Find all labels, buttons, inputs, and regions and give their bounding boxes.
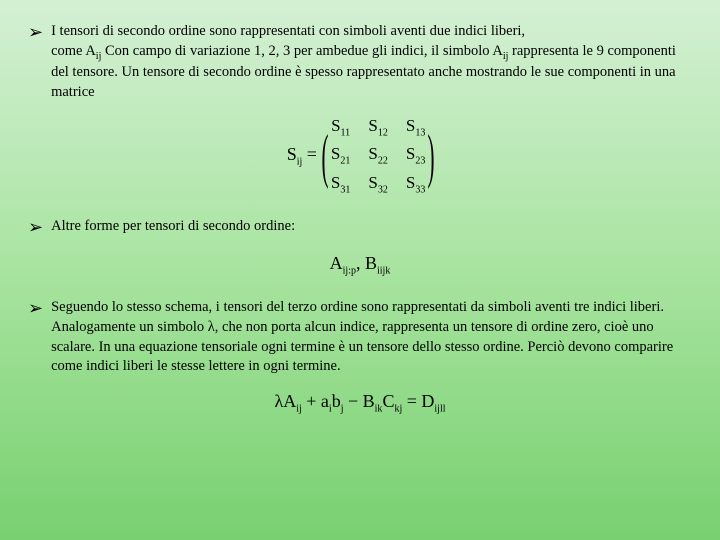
bullet-3: ➢ Seguendo lo stesso schema, i tensori d… <box>28 298 692 376</box>
matrix-grid: S11 S12 S13 S21 S22 S23 S31 S32 S33 <box>331 116 425 195</box>
triangle-bullet-icon: ➢ <box>28 22 43 44</box>
matrix-eq: = <box>302 144 317 164</box>
paren-right-icon: ) <box>428 129 435 183</box>
paren-left-icon: ( <box>321 129 328 183</box>
cell-11: S11 <box>331 116 350 138</box>
bullet-1-line: ➢ I tensori di secondo ordine sono rappr… <box>28 22 692 102</box>
triangle-bullet-icon: ➢ <box>28 217 43 239</box>
matrix-wrap: Sij = ( S11 S12 S13 S21 S22 S23 S31 S32 … <box>287 116 434 195</box>
cell-12: S12 <box>368 116 387 138</box>
bullet-2: ➢ Altre forme per tensori di secondo ord… <box>28 217 692 239</box>
f3-t2: + a <box>302 391 329 411</box>
matrix-label-base: S <box>287 144 297 164</box>
cell-32: S32 <box>368 173 387 195</box>
f2-sep: , <box>356 253 365 273</box>
cell-22: S22 <box>368 144 387 166</box>
cell-31: S31 <box>331 173 350 195</box>
bullet-1-part2: come A <box>51 43 96 59</box>
f3-t6: = D <box>402 391 434 411</box>
f3-t5: C <box>382 391 394 411</box>
matrix-label: Sij = <box>287 144 317 168</box>
bullet-1: ➢ I tensori di secondo ordine sono rappr… <box>28 22 692 102</box>
cell-33: S33 <box>406 173 425 195</box>
f3-t4: − B <box>343 391 374 411</box>
f3-s6: ijll <box>434 403 445 414</box>
formula-3-line: λAij + aibj − BikCkj = Dijll <box>274 391 445 411</box>
f2-t1: A <box>330 253 343 273</box>
f3-t1: λA <box>274 391 296 411</box>
bullet-1-text: I tensori di secondo ordine sono rappres… <box>51 22 692 102</box>
f3-t3: b <box>332 391 341 411</box>
formula-2: Aij:p, Biijk <box>28 253 692 277</box>
bullet-2-line: ➢ Altre forme per tensori di secondo ord… <box>28 217 692 239</box>
f2-s1: ij:p <box>343 265 356 276</box>
matrix-formula: Sij = ( S11 S12 S13 S21 S22 S23 S31 S32 … <box>28 116 692 195</box>
bullet-2-text: Altre forme per tensori di secondo ordin… <box>51 217 295 237</box>
cell-21: S21 <box>331 144 350 166</box>
formula-2-line: Aij:p, Biijk <box>330 253 391 273</box>
formula-3: λAij + aibj − BikCkj = Dijll <box>28 391 692 415</box>
f2-t2: B <box>365 253 377 273</box>
cell-23: S23 <box>406 144 425 166</box>
bullet-1-part1: I tensori di secondo ordine sono rappres… <box>51 23 525 39</box>
bullet-1-part3: Con campo di variazione 1, 2, 3 per ambe… <box>101 43 503 59</box>
bullet-3-text: Seguendo lo stesso schema, i tensori del… <box>51 298 692 376</box>
bullet-3-line: ➢ Seguendo lo stesso schema, i tensori d… <box>28 298 692 376</box>
triangle-bullet-icon: ➢ <box>28 298 43 320</box>
cell-13: S13 <box>406 116 425 138</box>
f2-s2: iijk <box>377 265 390 276</box>
